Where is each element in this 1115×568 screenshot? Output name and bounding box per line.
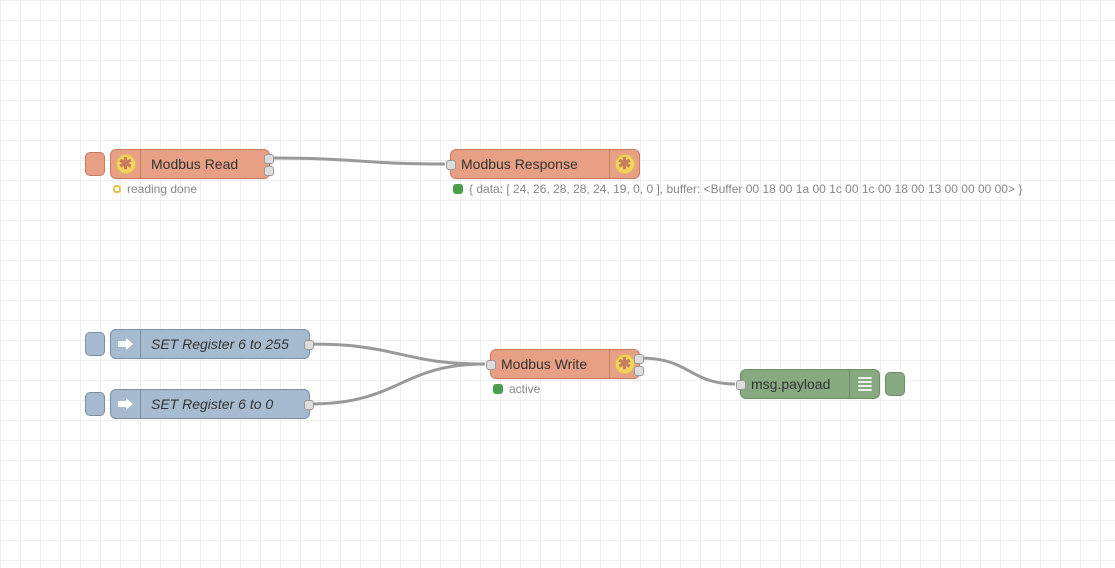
node-status: active <box>493 382 540 396</box>
asterisk-icon: ✱ <box>111 150 141 178</box>
node-label: SET Register 6 to 255 <box>141 336 309 352</box>
node-label: Modbus Response <box>451 156 609 172</box>
inject-button[interactable] <box>85 152 105 176</box>
status-text: active <box>509 382 540 396</box>
wires-layer <box>0 0 1115 568</box>
wire <box>640 358 735 384</box>
output-port[interactable] <box>304 340 314 350</box>
output-port[interactable] <box>634 366 644 376</box>
bars-icon <box>849 370 879 398</box>
node-inject-set-0[interactable]: SET Register 6 to 0 <box>110 389 310 419</box>
input-port[interactable] <box>446 160 456 170</box>
node-label: Modbus Read <box>141 156 269 172</box>
status-text: { data: [ 24, 26, 28, 28, 24, 19, 0, 0 ]… <box>469 182 1022 196</box>
status-dot-green-icon <box>453 184 463 194</box>
output-port[interactable] <box>304 400 314 410</box>
node-status: { data: [ 24, 26, 28, 28, 24, 19, 0, 0 ]… <box>453 182 1022 196</box>
inject-button[interactable] <box>85 392 105 416</box>
input-port[interactable] <box>736 380 746 390</box>
wire <box>310 344 485 364</box>
node-label: Modbus Write <box>491 356 609 372</box>
status-dot-green-icon <box>493 384 503 394</box>
wire <box>310 364 485 404</box>
node-modbus-response[interactable]: Modbus Response ✱ { data: [ 24, 26, 28, … <box>450 149 640 179</box>
node-modbus-write[interactable]: Modbus Write ✱ active <box>490 349 640 379</box>
output-port[interactable] <box>264 154 274 164</box>
input-port[interactable] <box>486 360 496 370</box>
output-port[interactable] <box>634 354 644 364</box>
status-dot-ring-icon <box>113 185 121 193</box>
asterisk-icon: ✱ <box>609 150 639 178</box>
flow-canvas[interactable]: ✱ Modbus Read reading done Modbus Respon… <box>0 0 1115 568</box>
node-modbus-read[interactable]: ✱ Modbus Read reading done <box>110 149 270 179</box>
node-inject-set-255[interactable]: SET Register 6 to 255 <box>110 329 310 359</box>
wire <box>270 158 445 164</box>
node-label: msg.payload <box>741 376 849 392</box>
debug-toggle-button[interactable] <box>885 372 905 396</box>
arrow-icon <box>111 330 141 358</box>
node-label: SET Register 6 to 0 <box>141 396 309 412</box>
output-port[interactable] <box>264 166 274 176</box>
node-debug[interactable]: msg.payload <box>740 369 880 399</box>
status-text: reading done <box>127 182 197 196</box>
inject-button[interactable] <box>85 332 105 356</box>
node-status: reading done <box>113 182 197 196</box>
arrow-icon <box>111 390 141 418</box>
